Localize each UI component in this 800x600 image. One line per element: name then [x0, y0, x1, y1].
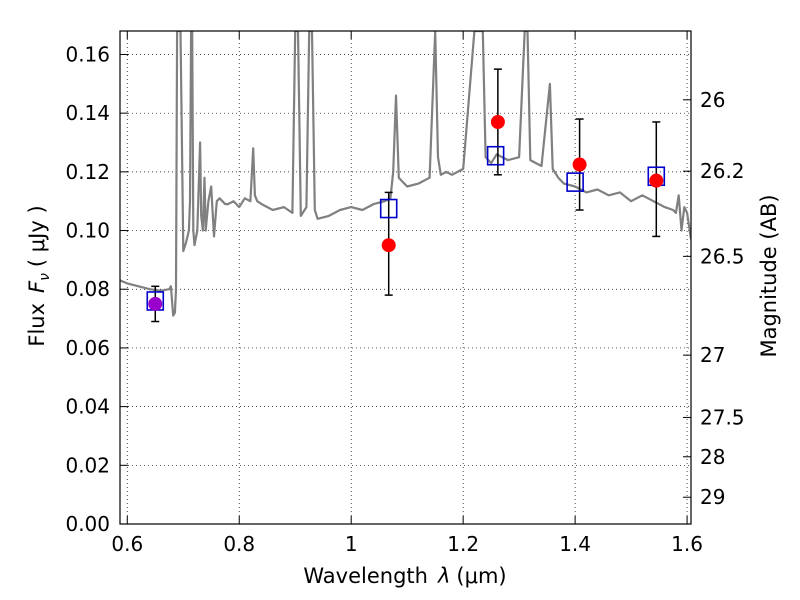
y-tick-label: 0.12 — [65, 160, 110, 184]
spectrum-layer — [120, 31, 691, 317]
observed-point — [381, 238, 396, 253]
spectrum-line — [120, 31, 691, 317]
y2-tick-label: 26.5 — [700, 244, 745, 268]
observed-points — [148, 114, 664, 311]
y2-tick-label: 29 — [700, 485, 725, 509]
observed-point — [490, 114, 505, 129]
x-tick-label: 1 — [345, 532, 358, 556]
y-tick-label: 0.16 — [65, 42, 110, 66]
model-point — [379, 198, 398, 219]
x-tick-label: 1.6 — [671, 532, 703, 556]
y-tick-label: 0.02 — [65, 453, 110, 477]
observed-point — [649, 173, 664, 188]
y-tick-label: 0.06 — [65, 336, 110, 360]
y2-tick-label: 27.5 — [700, 405, 745, 429]
x-tick-label: 1.4 — [559, 532, 591, 556]
model-point — [566, 172, 584, 192]
plot-frame — [119, 30, 692, 525]
x-tick-label: 1.2 — [447, 532, 479, 556]
model-point — [486, 145, 505, 166]
model-points — [146, 145, 666, 311]
y2-tick-label: 27 — [700, 343, 725, 367]
y2-tick-label: 28 — [700, 445, 725, 469]
y-axis-label: FluxFν( μJy ) — [25, 205, 53, 346]
y2-tick-label: 26.2 — [700, 159, 745, 183]
x-tick-label: 0.6 — [111, 532, 143, 556]
y2-ticks: 26 26.2 26.5 27 27.5 28 29 — [683, 88, 745, 509]
y-tick-label: 0.08 — [65, 277, 110, 301]
y-tick-label: 0.10 — [65, 219, 110, 243]
observed-point — [148, 296, 163, 311]
x-axis-label: Wavelength λ (μm) — [303, 564, 506, 588]
y-tick-label: 0.04 — [65, 395, 110, 419]
y2-axis-label: Magnitude (AB) — [757, 194, 781, 357]
x-tick-label: 0.8 — [223, 532, 255, 556]
y-tick-label: 0.00 — [65, 512, 110, 536]
y-tick-label: 0.14 — [65, 101, 110, 125]
y2-tick-label: 26 — [700, 88, 725, 112]
observed-point — [572, 157, 587, 172]
x-ticks: 0.6 0.8 1 1.2 1.4 1.6 — [111, 31, 703, 556]
y-ticks: 0.00 0.02 0.04 0.06 0.08 0.10 0.12 0.14 0.16 — [65, 42, 128, 536]
